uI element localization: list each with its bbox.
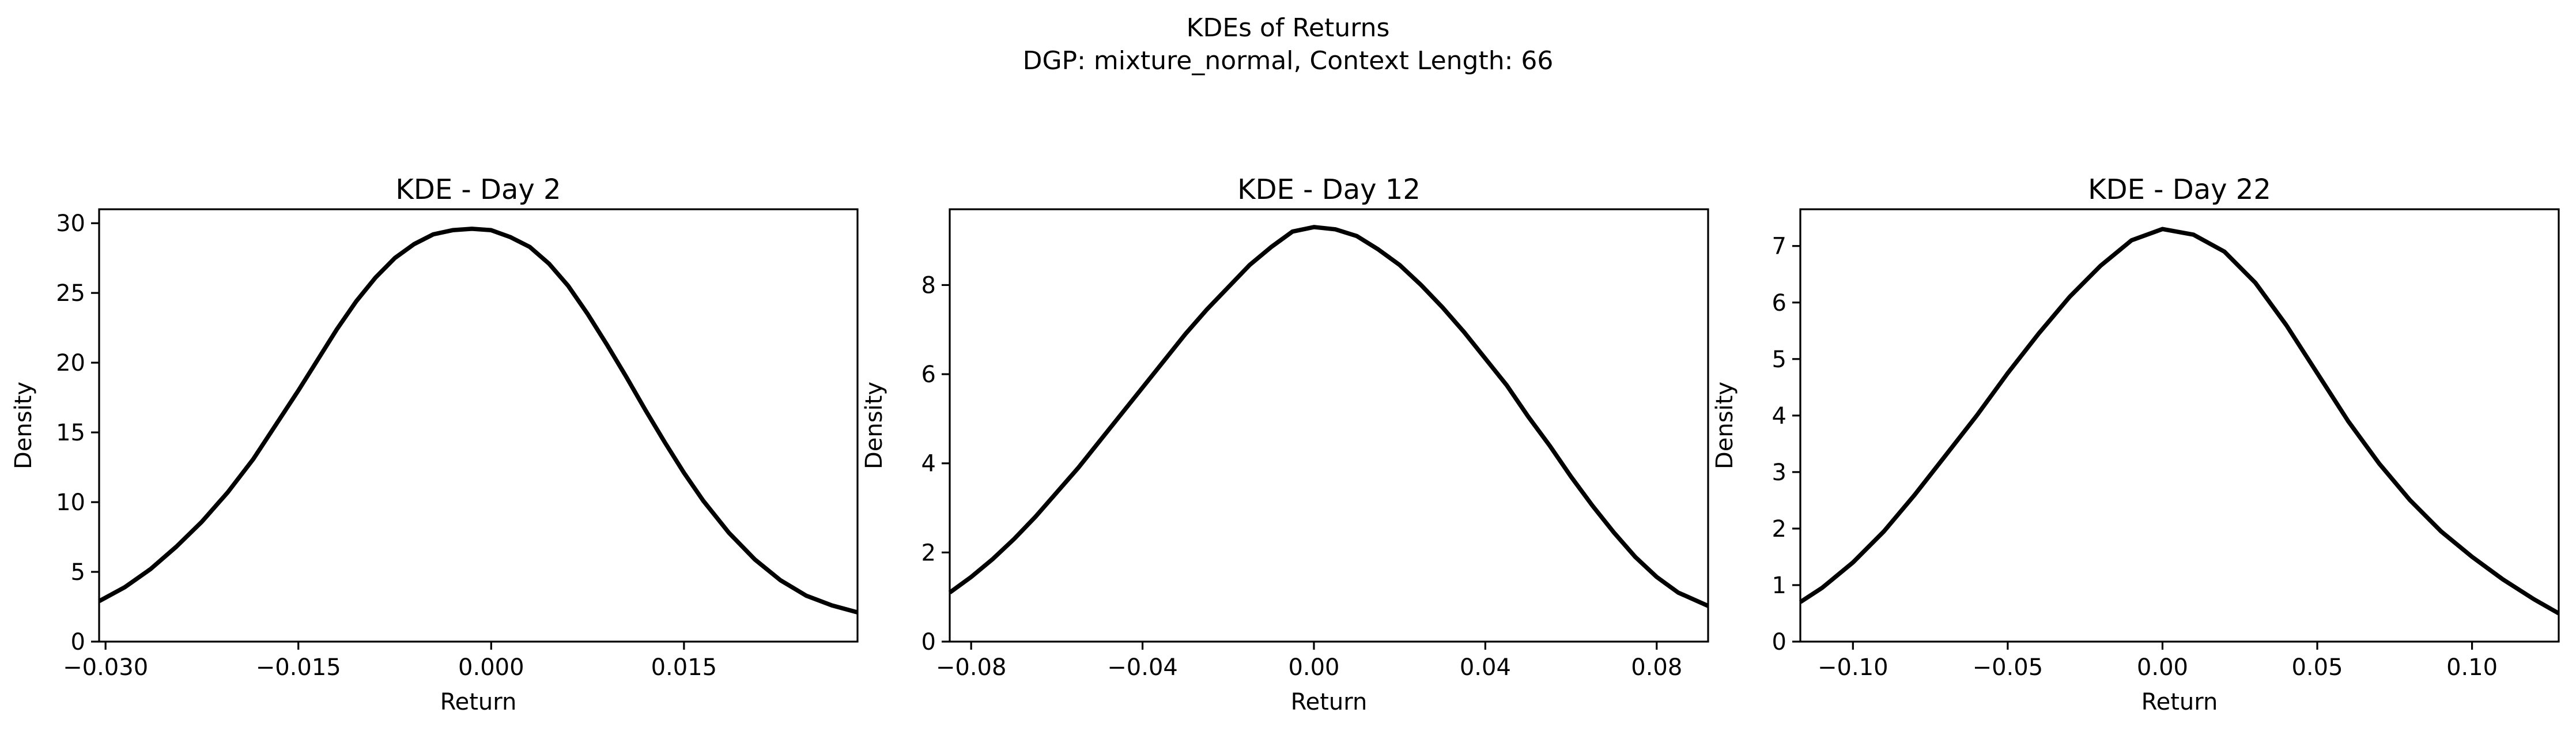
- x-tick-label: −0.015: [256, 654, 341, 681]
- y-tick-label: 3: [1772, 459, 1786, 486]
- x-tick-label: 0.00: [2137, 654, 2188, 681]
- subplot-title: KDE - Day 2: [395, 174, 561, 206]
- subplot-2: KDE - Day 12 −0.08 −0.04 0.00 0.04 0.08 0 2 4 6 8 R…: [861, 174, 1709, 715]
- y-tick-label: 4: [1772, 403, 1786, 429]
- x-tick-label: −0.04: [1107, 654, 1178, 681]
- y-tick-label: 30: [56, 210, 85, 237]
- x-tick-label: 0.015: [651, 654, 717, 681]
- figure-title: KDEs of Returns: [1187, 13, 1390, 43]
- x-tick-label: 0.08: [1631, 654, 1682, 681]
- x-tick-label: 0.000: [458, 654, 524, 681]
- x-tick-label: 0.04: [1460, 654, 1511, 681]
- subplot-title: KDE - Day 22: [2088, 174, 2271, 206]
- y-tick-label: 7: [1772, 233, 1786, 260]
- y-tick-label: 2: [921, 540, 936, 566]
- y-tick-label: 4: [921, 451, 936, 477]
- x-tick-label: 0.05: [2291, 654, 2343, 681]
- x-tick-label: 0.00: [1288, 654, 1339, 681]
- kde-curve: [1799, 227, 2560, 616]
- plot-frame: [98, 208, 859, 643]
- y-axis-label: Density: [10, 382, 37, 469]
- x-tick-label: −0.10: [1818, 654, 1888, 681]
- y-tick-label: 15: [56, 420, 85, 446]
- x-tick-label: 0.10: [2446, 654, 2498, 681]
- kde-curve: [948, 225, 1709, 608]
- x-axis-label: Return: [440, 689, 517, 715]
- kde-curve: [98, 227, 858, 615]
- y-tick-label: 1: [1772, 572, 1786, 599]
- subplots: KDE - Day 2−0.030 −0.015 0.000 0.0150510152…: [10, 174, 2560, 715]
- x-tick-label: −0.05: [1973, 654, 2044, 681]
- y-tick-label: 0: [71, 629, 85, 655]
- x-tick-label: −0.08: [936, 654, 1007, 681]
- y-tick-label: 10: [56, 489, 85, 516]
- figure-subtitle: DGP: mixture_normal, Context Length: 66: [1023, 46, 1554, 76]
- y-tick-label: 0: [921, 629, 936, 655]
- plot-frame: [949, 208, 1709, 643]
- x-axis-label: Return: [2141, 689, 2218, 715]
- y-tick-label: 25: [56, 280, 85, 307]
- y-tick-label: 0: [1772, 629, 1786, 655]
- subplot-3: KDE - Day 22 −0.10 −0.05 0.00 0.05 0.10 0 1 2 3 4 5…: [1712, 174, 2560, 715]
- y-tick-label: 2: [1772, 516, 1786, 542]
- y-tick-label: 20: [56, 350, 85, 376]
- subplot-1: KDE - Day 2 −0.030 −0.015 0.000 0.015 0 5 10 15 2…: [10, 174, 859, 715]
- y-tick-label: 5: [71, 559, 85, 586]
- y-tick-label: 5: [1772, 346, 1786, 373]
- y-axis-label: Density: [861, 382, 887, 469]
- y-tick-label: 6: [921, 361, 936, 388]
- y-tick-label: 8: [921, 272, 936, 299]
- subplot-title: KDE - Day 12: [1237, 174, 1421, 206]
- x-axis-label: Return: [1291, 689, 1368, 715]
- plot-frame: [1799, 208, 2560, 643]
- y-tick-label: 6: [1772, 290, 1786, 316]
- x-tick-label: −0.030: [63, 654, 148, 681]
- y-axis-label: Density: [1712, 382, 1738, 469]
